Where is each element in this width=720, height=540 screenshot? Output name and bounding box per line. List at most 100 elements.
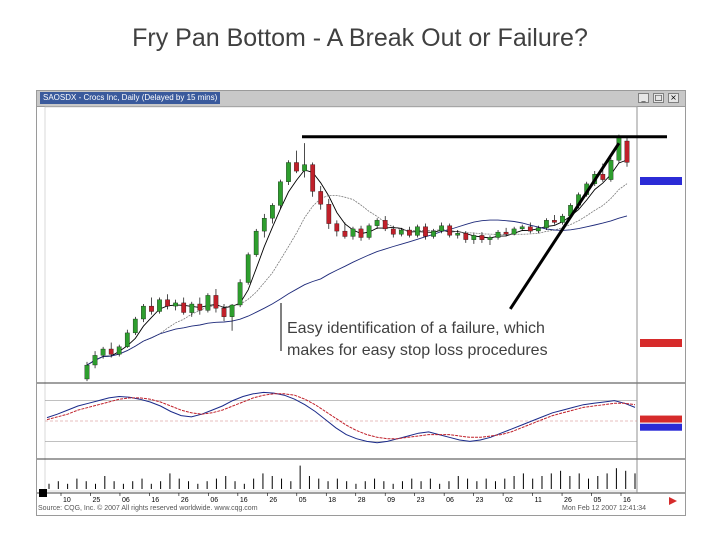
candle-body (407, 229, 412, 236)
candle-body (358, 228, 364, 238)
candle-body (423, 226, 428, 237)
x-tick-label: 26 (181, 497, 189, 504)
candle-body (552, 220, 557, 223)
x-tick-label: 06 (446, 497, 454, 504)
candle-body (439, 225, 444, 232)
close-button[interactable]: × (668, 93, 679, 103)
stochastic-d-line (46, 393, 636, 440)
candle-body (213, 295, 219, 309)
candle-body (294, 162, 299, 172)
trend-arrow-line (509, 142, 621, 310)
x-tick-label: 16 (240, 497, 248, 504)
candle-body (398, 229, 404, 235)
x-tick-label: 26 (269, 497, 277, 504)
footer-source: Source: CQG, Inc. © 2007 All rights rese… (38, 505, 258, 512)
candle-body (124, 332, 130, 347)
candle-body (237, 282, 243, 306)
x-tick-label: 05 (299, 497, 307, 504)
x-tick-label: 16 (151, 497, 159, 504)
window-title: SAOSDX - Crocs Inc, Daily (Delayed by 15… (40, 92, 221, 104)
candle-body (245, 254, 251, 283)
annotation: Easy identification of a failure, which … (287, 318, 627, 362)
candle-body (390, 228, 396, 235)
x-tick-label: 02 (505, 497, 513, 504)
candle-body (116, 346, 122, 355)
x-tick-label: 18 (328, 497, 336, 504)
candle-body (560, 215, 565, 223)
candle-body (261, 218, 267, 232)
candle-body (519, 226, 525, 230)
x-tick-label: 10 (63, 497, 71, 504)
ma-slow-line (86, 215, 628, 366)
candle-body (608, 160, 614, 180)
candle-body (624, 140, 630, 163)
candle-body (189, 303, 195, 313)
x-tick-label: 09 (387, 497, 395, 504)
x-tick-label: 23 (417, 497, 425, 504)
candle-body (141, 305, 146, 320)
x-tick-label: 11 (535, 497, 542, 504)
candle-body (495, 231, 501, 238)
candle-body (165, 299, 170, 307)
candle-body (471, 235, 477, 240)
annotation-line-1: Easy identification of a failure, which (287, 320, 545, 337)
x-tick-label: 28 (358, 497, 366, 504)
price-tag-ma (640, 339, 682, 347)
candle-body (318, 191, 324, 205)
candle-body (342, 230, 348, 237)
price-chart: 10 25 06 16 26 06 16 26 05 18 28 09 23 06 23 02 11 26 05 16 (37, 106, 685, 505)
candle-body (366, 225, 372, 238)
candle-body (616, 137, 622, 161)
candle-body (157, 299, 162, 312)
candle-body (181, 302, 187, 313)
stochastic-k-line (46, 391, 636, 444)
candle-body (92, 355, 98, 366)
candle-body (278, 181, 283, 206)
candle-body (503, 231, 509, 235)
candle-body (600, 174, 606, 180)
footer-timestamp: Mon Feb 12 2007 12:41:34 (562, 505, 647, 512)
candle-body (487, 237, 493, 240)
candle-body (84, 364, 90, 380)
plot-frame (44, 106, 638, 492)
candle-body (132, 318, 138, 334)
candle-body (197, 303, 203, 311)
candle-body (108, 348, 114, 355)
candle-body (334, 223, 340, 232)
candle-body (431, 230, 436, 237)
candle-body (527, 226, 533, 232)
candle-body (270, 205, 275, 219)
candle-body (455, 233, 461, 236)
minimize-button[interactable]: _ (638, 93, 649, 103)
stochastic-tag-red (640, 415, 682, 423)
candle-body (535, 227, 541, 232)
candle-body (350, 228, 356, 237)
candle-body (221, 308, 227, 317)
candle-body (100, 348, 106, 356)
stochastic-tag-blue (640, 423, 682, 431)
candle-body (463, 233, 469, 240)
candle-body (149, 305, 154, 312)
x-tick-label: 26 (564, 497, 572, 504)
candle-body (374, 220, 380, 226)
candle-body (479, 235, 485, 240)
price-tag-current (640, 177, 682, 185)
window-titlebar: SAOSDX - Crocs Inc, Daily (Delayed by 15… (37, 91, 685, 107)
x-tick-label: 05 (594, 497, 602, 504)
candle-body (253, 230, 259, 255)
slide-title: Fry Pan Bottom - A Break Out or Failure? (132, 24, 588, 52)
x-tick-label: 06 (122, 497, 130, 504)
x-tick-label: 23 (476, 497, 484, 504)
candle-body (415, 226, 420, 236)
maximize-button[interactable]: □ (653, 93, 664, 103)
candle-body (382, 220, 388, 230)
x-tick-label: 16 (623, 497, 631, 504)
x-tick-label: 06 (210, 497, 218, 504)
candle-body (447, 225, 453, 236)
candle-body (326, 204, 332, 224)
candle-body (511, 228, 517, 235)
x-tick-label: 25 (92, 497, 100, 504)
annotation-line-2: makes for easy stop loss procedures (287, 342, 548, 359)
scroll-right-icon (669, 497, 677, 505)
candle-body (286, 162, 291, 182)
